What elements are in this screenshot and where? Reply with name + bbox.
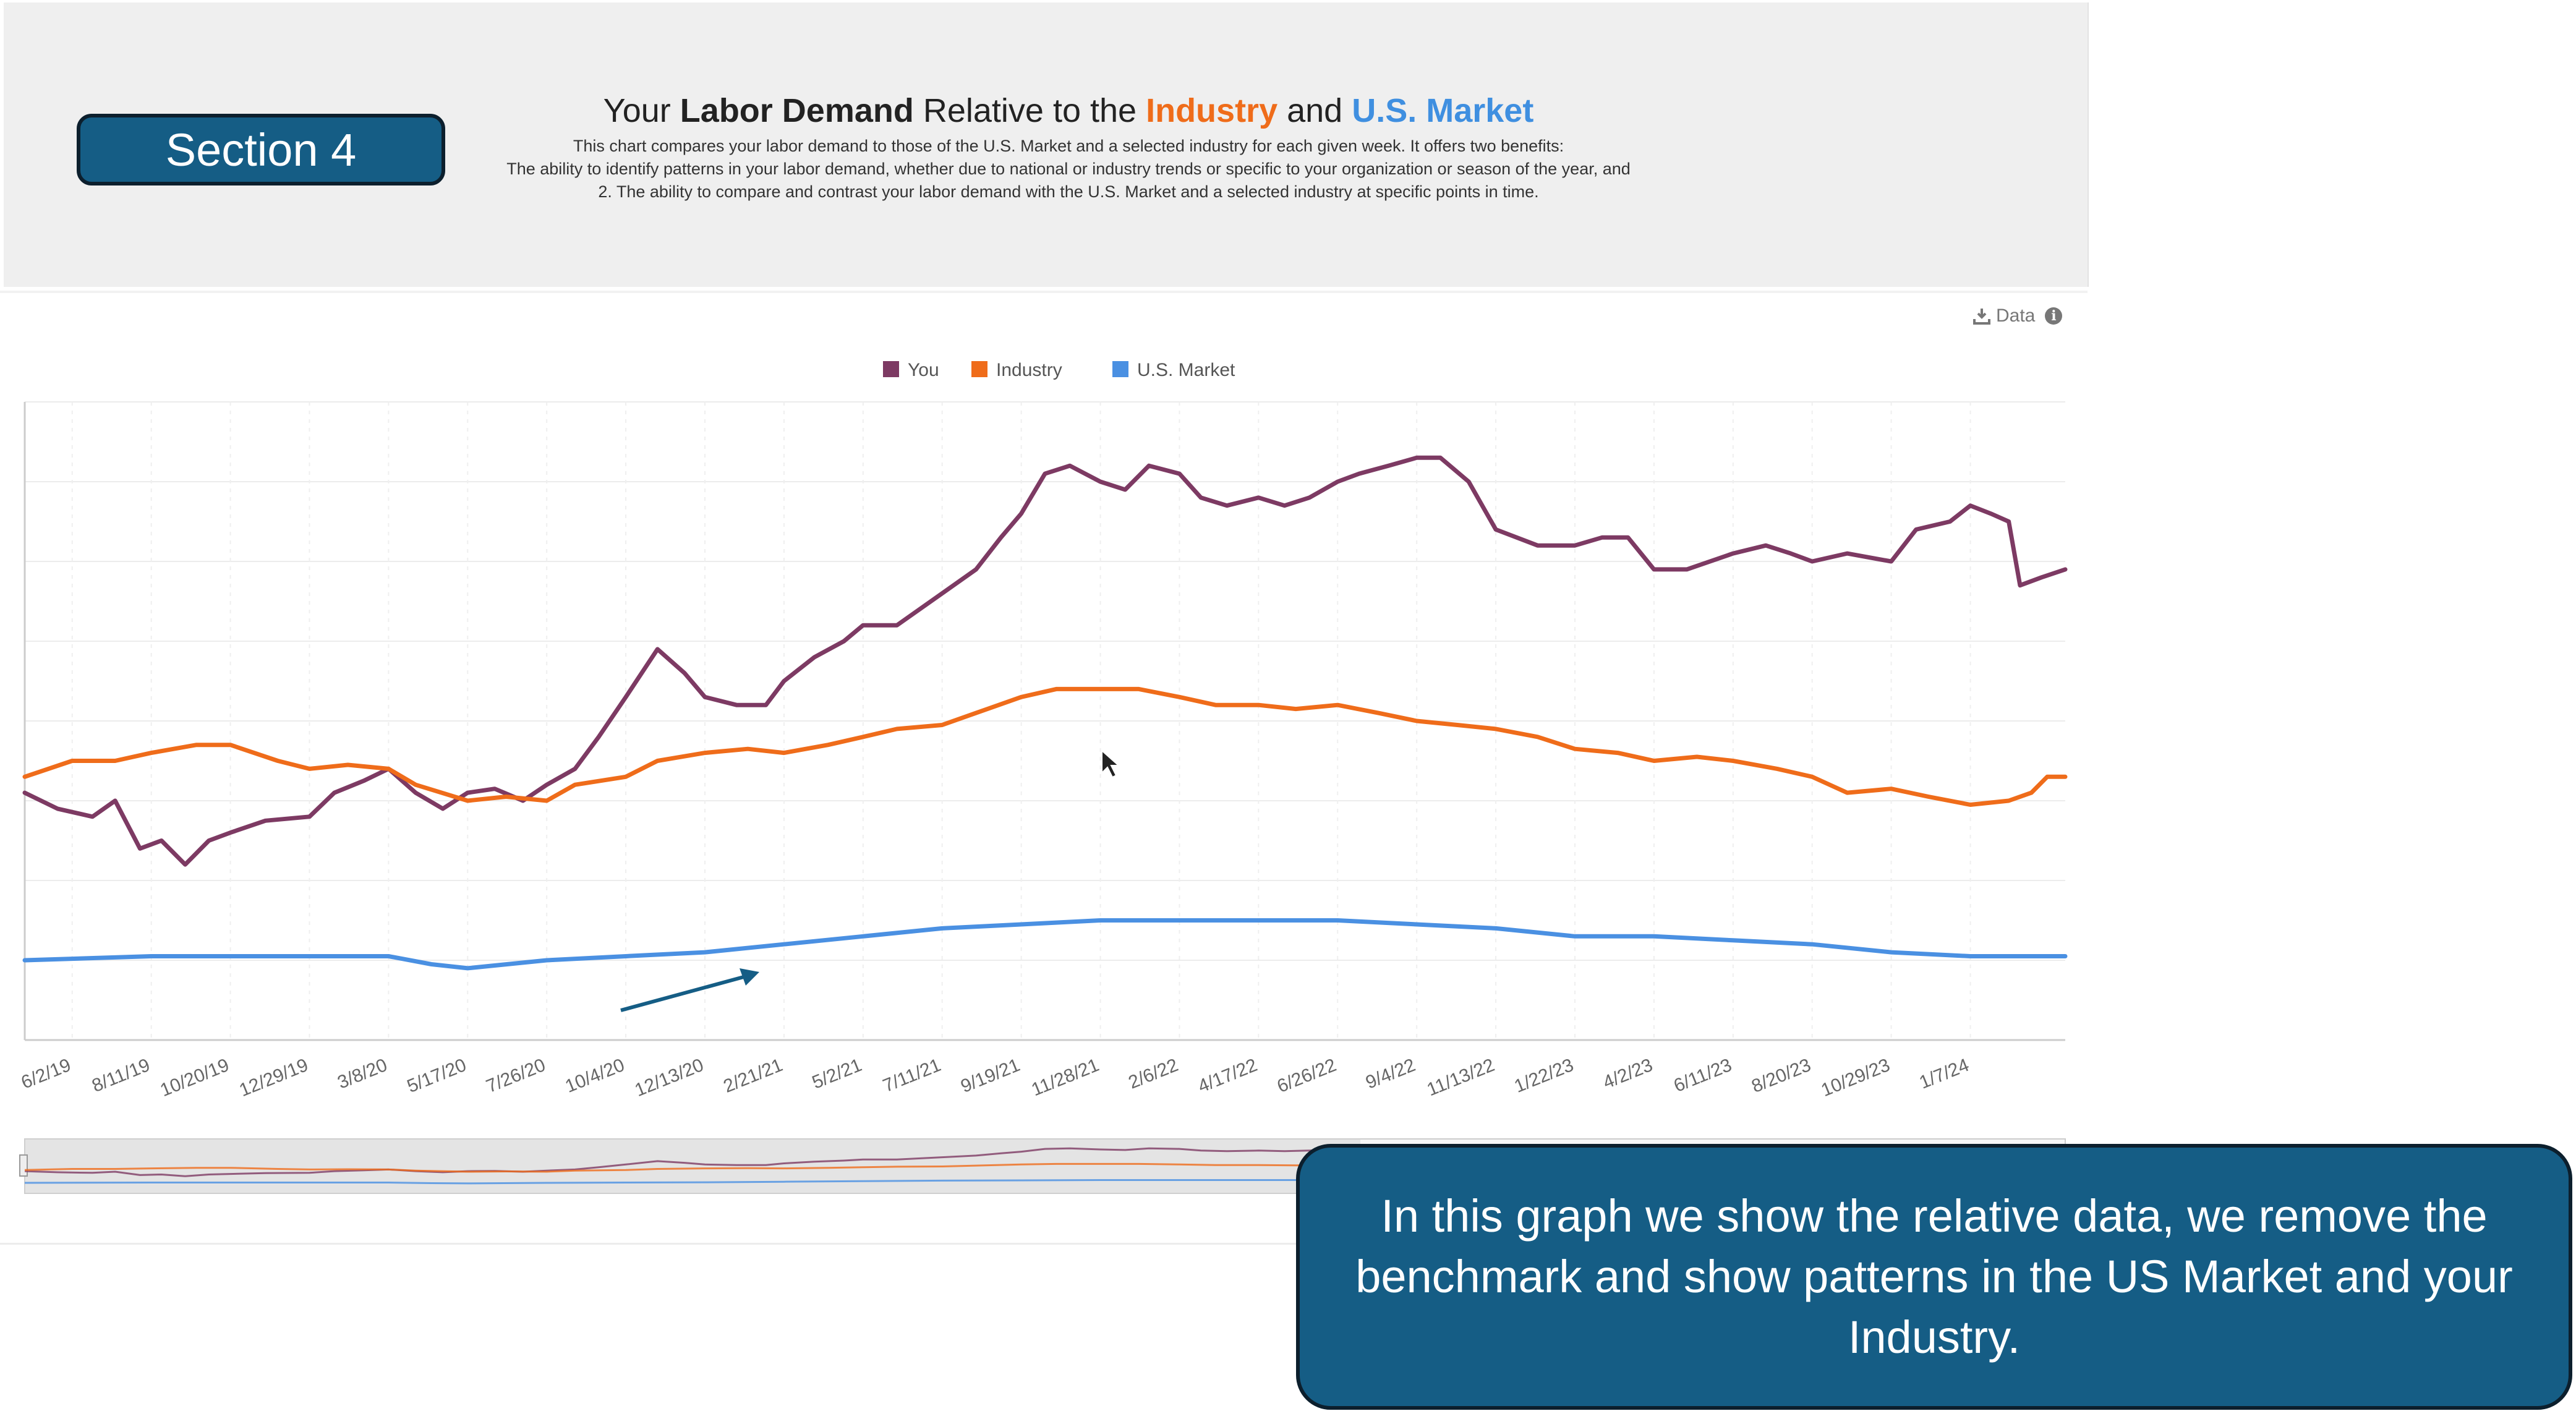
description-line-1: This chart compares your labor demand to… bbox=[573, 137, 1564, 155]
x-tick-label: 2/6/22 bbox=[1125, 1055, 1181, 1093]
description-line-2: The ability to identify patterns in your… bbox=[506, 160, 1631, 178]
x-tick-label: 4/2/23 bbox=[1600, 1055, 1656, 1093]
x-tick-label: 10/20/19 bbox=[158, 1055, 232, 1101]
x-tick-label: 7/26/20 bbox=[484, 1055, 548, 1097]
x-tick-label: 6/11/23 bbox=[1671, 1055, 1734, 1096]
title-prefix: Your bbox=[603, 92, 680, 129]
callout-box: In this graph we show the relative data,… bbox=[1296, 1144, 2572, 1410]
divider bbox=[0, 291, 2088, 293]
x-tick-label: 8/11/19 bbox=[89, 1055, 153, 1096]
x-tick-label: 6/2/19 bbox=[19, 1055, 74, 1093]
title-bold: Labor Demand bbox=[680, 92, 914, 129]
x-tick-label: 2/21/21 bbox=[720, 1055, 785, 1097]
legend-label: U.S. Market bbox=[1137, 360, 1235, 380]
title-industry: Industry bbox=[1146, 92, 1278, 129]
info-icon[interactable]: i bbox=[2045, 307, 2063, 325]
description-line-3: 2. The ability to compare and contrast y… bbox=[598, 182, 1539, 201]
chart-toolbar: Data i bbox=[1973, 305, 2063, 326]
x-tick-label: 11/13/22 bbox=[1424, 1055, 1498, 1101]
mouse-cursor-icon bbox=[1101, 749, 1120, 778]
navigator-handle-left bbox=[19, 1154, 28, 1177]
series-line-industry bbox=[22, 686, 2068, 807]
legend-swatch-u-s-market bbox=[1112, 361, 1128, 377]
x-tick-label: 8/20/23 bbox=[1749, 1055, 1814, 1097]
x-tick-label: 9/4/22 bbox=[1363, 1055, 1418, 1093]
title-market: U.S. Market bbox=[1352, 92, 1534, 129]
data-download-button[interactable]: Data bbox=[1973, 305, 2035, 326]
x-tick-label: 3/8/20 bbox=[335, 1055, 390, 1093]
x-tick-label: 6/26/22 bbox=[1274, 1055, 1339, 1097]
legend-swatch-you bbox=[883, 361, 899, 377]
line-chart: 6/2/19 8/11/19 10/20/19 12/29/19 3/8/20 5/17/… bbox=[19, 360, 2068, 1194]
legend-label: You bbox=[908, 360, 939, 380]
chart-description: This chart compares your labor demand to… bbox=[450, 135, 1687, 203]
title-and: and bbox=[1277, 92, 1352, 129]
x-tick-label: 1/22/23 bbox=[1511, 1055, 1576, 1097]
chart-title: Your Labor Demand Relative to the Indust… bbox=[450, 92, 1687, 130]
x-tick-label: 10/4/20 bbox=[563, 1055, 628, 1097]
x-tick-label: 5/2/21 bbox=[809, 1055, 865, 1093]
legend-swatch-industry bbox=[971, 361, 987, 377]
divider-bottom bbox=[0, 1243, 1299, 1245]
x-tick-label: 4/17/22 bbox=[1195, 1055, 1260, 1097]
title-mid: Relative to the bbox=[913, 92, 1146, 129]
legend-label: Industry bbox=[996, 360, 1062, 380]
x-tick-label: 10/29/23 bbox=[1819, 1055, 1893, 1101]
series-line-u-s-market bbox=[22, 918, 2068, 971]
x-tick-label: 12/29/19 bbox=[236, 1055, 311, 1101]
navigator-selection bbox=[25, 1139, 1360, 1193]
x-tick-label: 1/7/24 bbox=[1916, 1055, 1972, 1093]
x-tick-label: 5/17/20 bbox=[404, 1055, 469, 1097]
x-tick-label: 12/13/20 bbox=[632, 1055, 707, 1101]
download-icon bbox=[1973, 309, 1990, 325]
x-tick-label: 11/28/21 bbox=[1029, 1055, 1102, 1101]
x-tick-label: 7/11/21 bbox=[880, 1055, 944, 1096]
annotation-arrow bbox=[620, 974, 749, 1012]
data-label: Data bbox=[1996, 305, 2036, 326]
section-badge: Section 4 bbox=[77, 114, 445, 185]
x-tick-label: 9/19/21 bbox=[958, 1055, 1023, 1097]
annotation-arrowhead bbox=[740, 968, 759, 986]
series-line-you bbox=[22, 455, 2068, 867]
